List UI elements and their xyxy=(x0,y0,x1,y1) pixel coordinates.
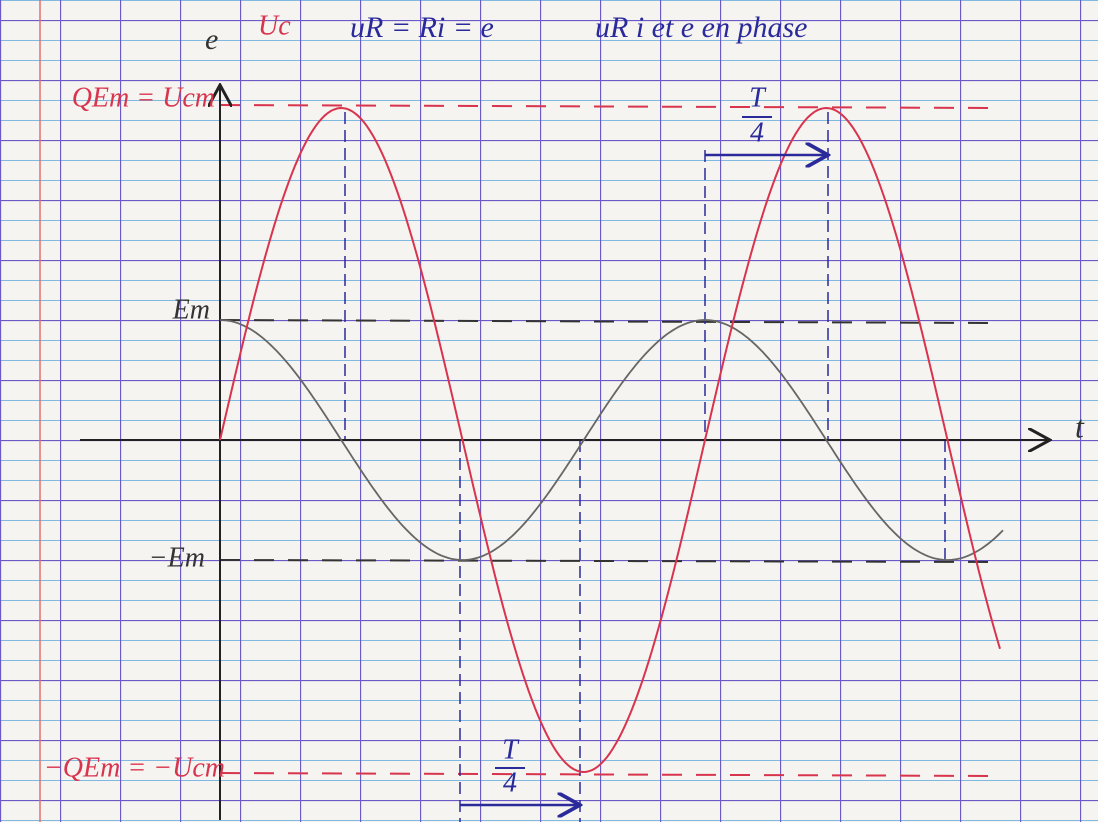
level-label: −QEm = −Ucm xyxy=(44,752,225,783)
fraction-denominator: 4 xyxy=(503,767,517,798)
fraction-denominator: 4 xyxy=(750,117,764,148)
level-label: QEm = Ucm xyxy=(72,82,215,113)
diagram: e t Uc uR = Ri = e uR i et e en phase QE… xyxy=(0,0,1098,822)
curve-label: Uc xyxy=(258,10,291,41)
graph-paper-major xyxy=(0,0,1098,822)
comment: uR i et e en phase xyxy=(595,11,807,44)
fraction-numerator: T xyxy=(749,82,767,113)
level-label: −Em xyxy=(149,542,205,573)
fraction-numerator: T xyxy=(502,734,520,765)
relation: uR = Ri = e xyxy=(350,11,494,44)
y-axis-label: e xyxy=(205,23,218,56)
level-label: Em xyxy=(172,294,210,325)
x-axis-label: t xyxy=(1075,408,1085,444)
